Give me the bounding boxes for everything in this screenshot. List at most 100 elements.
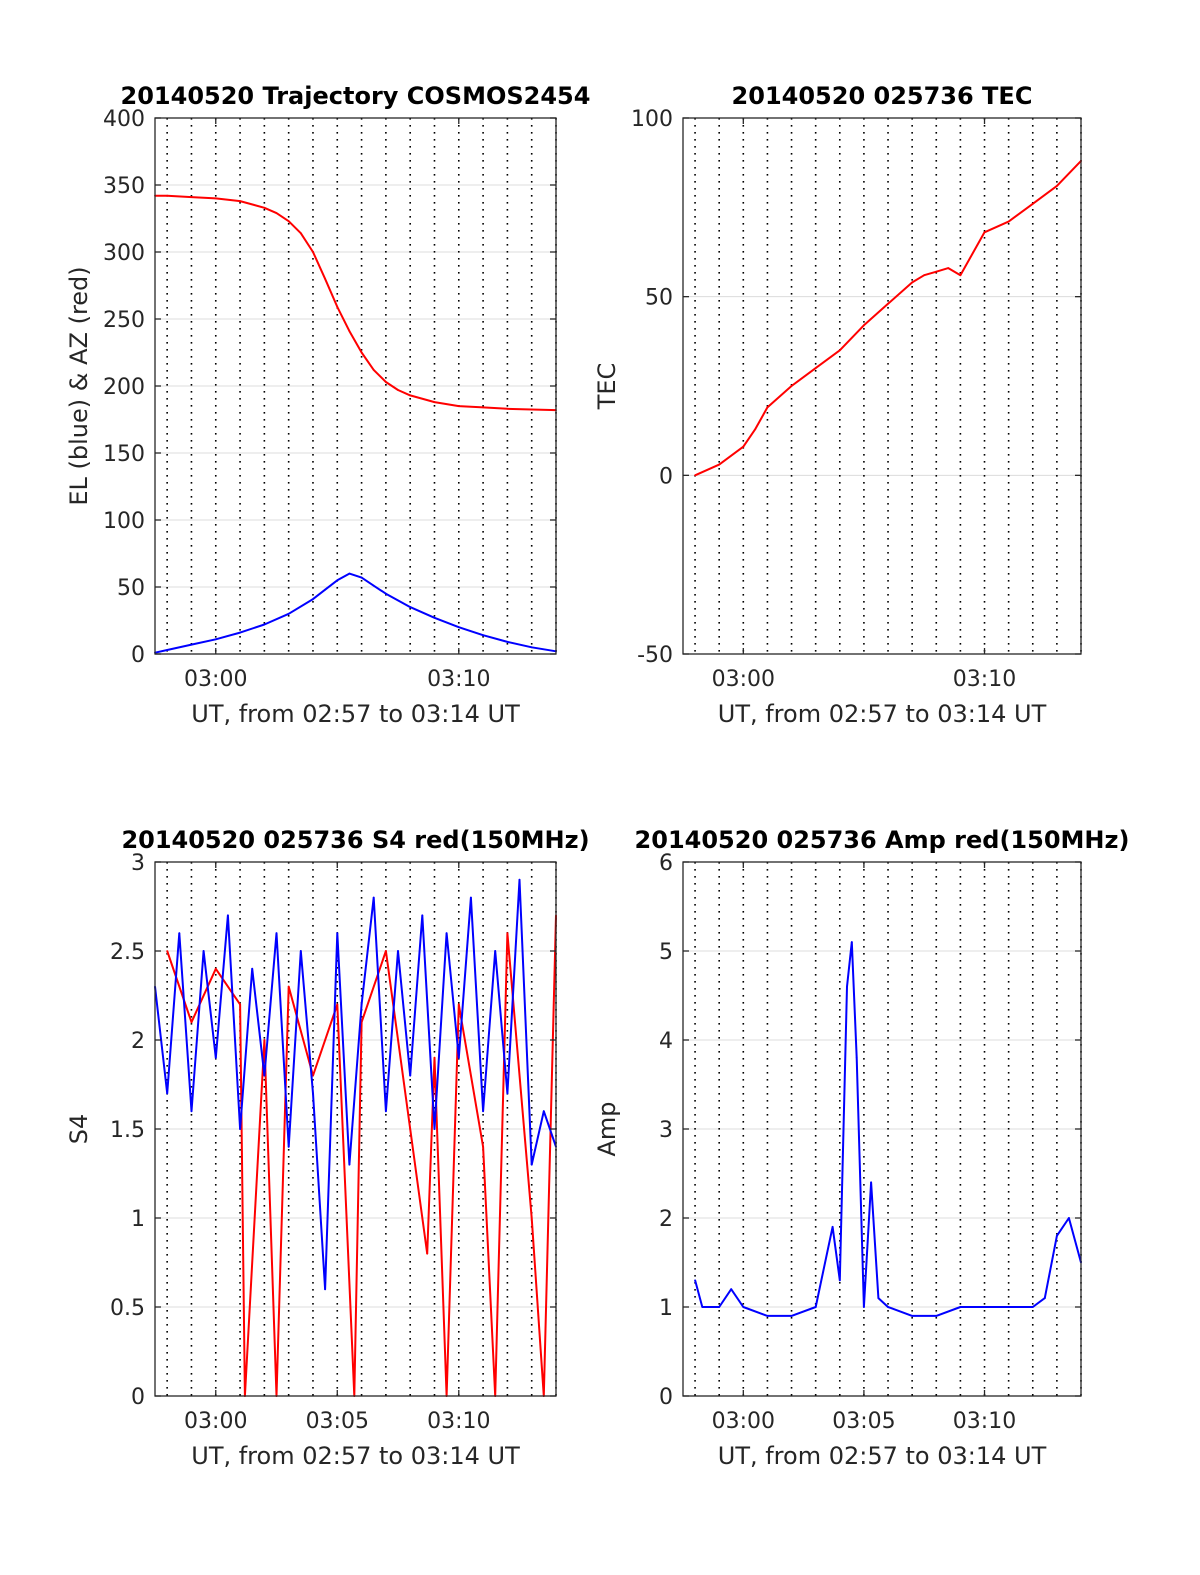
data-point [312,1092,314,1095]
data-point [385,1110,387,1113]
data-point [324,1288,326,1291]
y-tick-label: 3 [659,1118,673,1143]
data-point [959,1306,962,1308]
data-point [299,232,302,235]
chart-2: -50 0 50 100 03:00 03:10 20140520 025736 TEC UT… [593,82,1082,728]
data-point [790,1315,793,1317]
data-point [324,277,326,280]
x-tick-label: 03:05 [306,1409,369,1434]
data-point [433,401,436,403]
y-tick-label: 4 [659,1029,673,1054]
data-point [911,1315,914,1317]
data-point [877,1297,880,1299]
data-point [1031,1306,1034,1308]
data-point [1068,1217,1070,1219]
data-point [166,194,169,197]
data-point [718,1306,721,1308]
data-point [814,367,817,369]
data-point [263,1039,266,1041]
data-point [766,406,769,409]
data-point [385,950,387,952]
data-point [518,878,521,881]
data-point [275,212,278,215]
data-point [701,1306,704,1308]
chart-title: 20140520 025736 Amp red(150MHz) [635,826,1130,854]
data-point [983,231,986,234]
data-point [336,579,339,582]
y-tick-label: 200 [103,375,145,400]
data-point [336,932,339,935]
data-point [421,914,424,917]
data-point [470,896,472,899]
data-point [530,646,533,649]
data-point [870,1181,872,1184]
series-line-1 [155,194,557,412]
x-tick-label: 03:10 [953,667,1016,692]
data-point [312,598,314,600]
data-point [887,302,889,305]
data-point [166,1092,169,1095]
data-point [409,1128,412,1130]
series-line-2 [154,572,557,654]
data-point [214,1056,217,1059]
data-point [766,1315,769,1317]
data-point [923,274,926,277]
data-point [790,385,793,387]
data-point [530,408,533,411]
data-point [263,623,266,626]
data-point [360,351,363,354]
data-point [214,197,217,200]
data-point [506,1092,509,1095]
y-tick-label: 100 [103,509,145,534]
x-tick-label: 03:00 [712,1409,775,1434]
data-point [190,1110,193,1113]
data-point [239,1003,242,1006]
y-tick-label: 400 [103,107,145,132]
data-point [239,631,242,634]
y-tick-label: 6 [659,851,673,876]
y-tick-label: 350 [103,174,145,199]
data-point [409,394,412,397]
y-tick-label: 0 [131,1385,145,1410]
x-tick-label: 03:00 [184,1409,247,1434]
data-point [385,381,387,383]
data-point [166,950,169,952]
data-point [445,932,448,935]
data-point [409,606,412,608]
data-point [959,274,962,277]
data-point [506,407,509,410]
chart-1: 0 50 100 150 200 250 300 350 400 03:00 03:10 201405… [65,82,590,728]
data-point [542,1110,545,1113]
data-point [348,572,351,575]
series-line-1 [694,160,1082,477]
data-point [1007,220,1010,223]
x-tick-label: 03:10 [427,667,490,692]
y-tick-label: 100 [631,107,673,132]
data-point [855,1056,858,1059]
data-point [730,1288,733,1291]
y-tick-label: 250 [103,308,145,333]
y-axis-label: EL (blue) & AZ (red) [65,266,93,505]
y-axis-label: Amp [593,1101,621,1156]
data-point [409,1074,412,1077]
data-point [190,643,193,646]
data-point [506,932,509,935]
data-point [324,588,326,591]
y-tick-label: 0 [659,1385,673,1410]
data-point [831,1226,834,1228]
data-point [360,576,363,579]
data-point [1056,185,1058,187]
y-tick-label: 2 [131,1029,145,1054]
data-point [239,1128,242,1130]
x-tick-label: 03:10 [427,1409,490,1434]
data-point [336,306,339,308]
data-point [312,1074,314,1077]
data-point [433,1128,436,1130]
data-point [814,1306,817,1308]
data-point [360,1003,363,1006]
data-point [287,985,290,988]
data-point [718,463,721,466]
data-point [911,281,914,284]
data-point [863,1306,865,1308]
data-point [239,200,242,203]
